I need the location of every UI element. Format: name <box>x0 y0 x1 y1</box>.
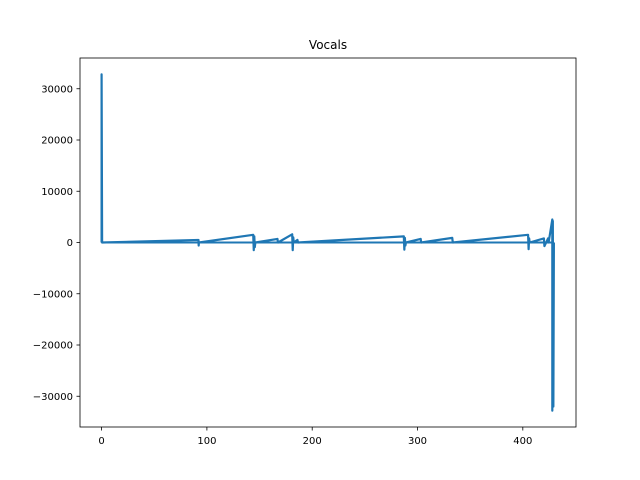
y-axis: 30000 20000 10000 0 −10000 −20000 −30000 <box>33 84 80 403</box>
x-tick-label: 300 <box>408 436 427 447</box>
chart-title: Vocals <box>309 38 347 52</box>
x-axis: 0 100 200 300 400 <box>98 427 532 447</box>
y-tick-label: 20000 <box>41 136 73 147</box>
y-tick-label: 30000 <box>41 84 73 95</box>
y-tick-label: 10000 <box>41 187 73 198</box>
x-tick-label: 400 <box>513 436 532 447</box>
plot-layer <box>100 73 555 412</box>
x-tick-label: 200 <box>303 436 322 447</box>
y-tick-label: 0 <box>67 238 73 249</box>
y-tick-label: −30000 <box>33 392 73 403</box>
series-line-0 <box>100 73 555 412</box>
x-tick-label: 0 <box>98 436 104 447</box>
y-tick-label: −10000 <box>33 289 73 300</box>
y-tick-label: −20000 <box>33 341 73 352</box>
x-tick-label: 100 <box>197 436 216 447</box>
